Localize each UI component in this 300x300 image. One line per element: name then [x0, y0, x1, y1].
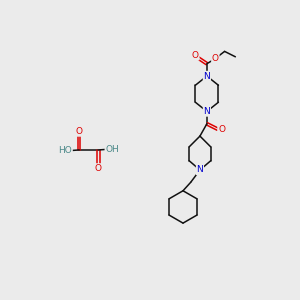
Text: O: O	[212, 54, 219, 63]
Text: O: O	[95, 164, 102, 173]
Text: N: N	[203, 71, 210, 80]
Text: OH: OH	[105, 145, 119, 154]
Text: N: N	[203, 107, 210, 116]
Text: O: O	[192, 51, 199, 60]
Text: N: N	[196, 166, 203, 175]
Text: HO: HO	[58, 146, 72, 155]
Text: O: O	[218, 125, 225, 134]
Text: O: O	[76, 127, 82, 136]
